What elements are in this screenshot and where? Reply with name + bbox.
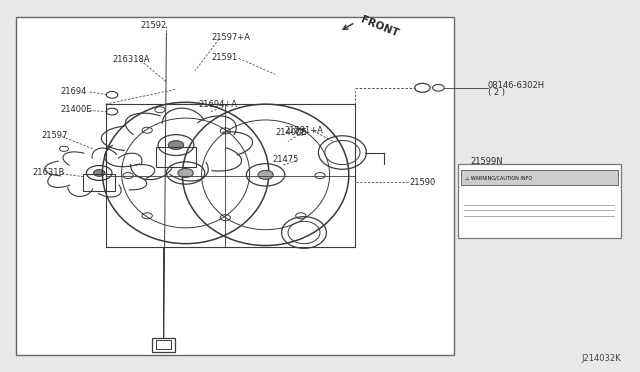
Text: 21592: 21592 xyxy=(141,21,167,30)
Text: 21400E: 21400E xyxy=(275,128,307,137)
Circle shape xyxy=(93,170,105,176)
Text: 21694: 21694 xyxy=(61,87,87,96)
Bar xyxy=(156,340,171,349)
Text: 21591: 21591 xyxy=(211,53,237,62)
Text: FRONT: FRONT xyxy=(360,15,401,39)
Text: ( 2 ): ( 2 ) xyxy=(488,88,505,97)
Bar xyxy=(156,147,196,167)
Circle shape xyxy=(258,170,273,179)
Bar xyxy=(16,17,454,355)
Text: 21591+A: 21591+A xyxy=(285,126,324,135)
Bar xyxy=(461,170,618,185)
Bar xyxy=(458,164,621,238)
Bar xyxy=(83,174,115,191)
Text: 21597+A: 21597+A xyxy=(211,33,250,42)
Text: 21694+A: 21694+A xyxy=(198,100,237,109)
Text: 21599N: 21599N xyxy=(470,157,502,166)
Text: J214032K: J214032K xyxy=(581,354,621,363)
Text: 08146-6302H: 08146-6302H xyxy=(488,81,545,90)
Text: 21590: 21590 xyxy=(410,178,436,187)
Circle shape xyxy=(178,169,193,177)
Text: 21597: 21597 xyxy=(42,131,68,140)
Text: 21631B: 21631B xyxy=(32,169,65,177)
Text: 21475: 21475 xyxy=(272,155,298,164)
Bar xyxy=(152,338,175,352)
Text: ⚠ WARNING/CAUTION INFO: ⚠ WARNING/CAUTION INFO xyxy=(465,175,532,180)
Text: 216318A: 216318A xyxy=(112,55,150,64)
Circle shape xyxy=(168,141,184,150)
Text: 21400E: 21400E xyxy=(61,105,92,114)
